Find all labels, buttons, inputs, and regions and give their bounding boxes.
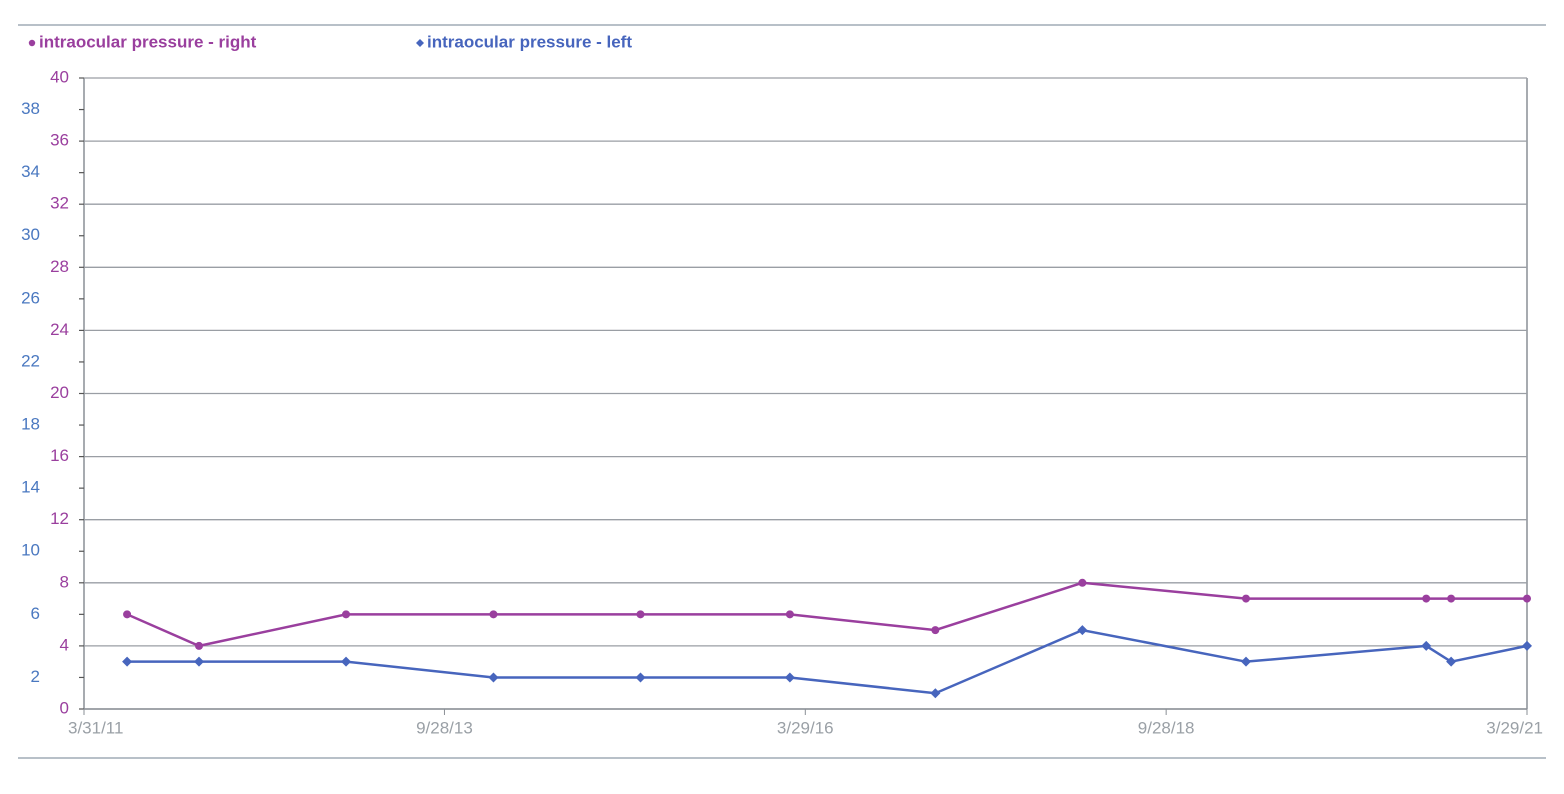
data-point bbox=[1240, 656, 1251, 667]
data-point bbox=[341, 656, 352, 667]
series-line bbox=[127, 628, 1528, 695]
legend-marker bbox=[28, 39, 36, 47]
data-point bbox=[635, 672, 646, 683]
data-point bbox=[1446, 656, 1457, 667]
y-tick-label: 2 bbox=[31, 667, 40, 686]
data-point bbox=[488, 672, 499, 683]
data-point bbox=[123, 610, 132, 619]
data-point bbox=[122, 656, 133, 667]
y-tick-label: 30 bbox=[21, 225, 40, 244]
y-tick-label: 40 bbox=[50, 67, 69, 86]
data-point bbox=[930, 688, 941, 699]
series-line bbox=[126, 581, 1527, 648]
y-tick-label: 6 bbox=[31, 604, 40, 623]
data-point bbox=[1241, 594, 1250, 603]
data-point bbox=[1421, 640, 1432, 651]
data-point bbox=[1422, 594, 1431, 603]
y-tick-label: 4 bbox=[60, 635, 69, 654]
data-point bbox=[784, 672, 795, 683]
y-tick-label: 16 bbox=[50, 446, 69, 465]
y-tick-label: 24 bbox=[50, 320, 69, 339]
legend-label: intraocular pressure - right bbox=[39, 32, 257, 51]
x-tick-label: 9/28/13 bbox=[416, 718, 473, 737]
y-tick-label: 18 bbox=[21, 415, 40, 434]
x-tick-label: 3/29/21 bbox=[1486, 718, 1543, 737]
y-tick-label: 14 bbox=[21, 478, 40, 497]
data-point bbox=[194, 656, 205, 667]
legend-marker bbox=[416, 39, 424, 47]
data-point bbox=[785, 610, 794, 619]
x-tick-label: 3/31/11 bbox=[68, 718, 123, 737]
legend-label: intraocular pressure - left bbox=[427, 32, 632, 51]
data-point bbox=[636, 610, 645, 619]
y-tick-label: 28 bbox=[50, 257, 69, 276]
x-tick-label: 9/28/18 bbox=[1138, 718, 1195, 737]
data-point bbox=[195, 641, 204, 650]
y-tick-label: 0 bbox=[60, 698, 69, 717]
y-tick-label: 26 bbox=[21, 288, 40, 307]
data-point bbox=[1522, 640, 1532, 651]
y-tick-label: 20 bbox=[50, 383, 69, 402]
y-tick-label: 32 bbox=[50, 194, 69, 213]
y-tick-label: 10 bbox=[21, 541, 40, 560]
y-tick-label: 36 bbox=[50, 131, 69, 150]
data-point bbox=[489, 610, 498, 619]
data-point bbox=[1078, 578, 1087, 587]
x-tick-label: 3/29/16 bbox=[777, 718, 834, 737]
data-point bbox=[931, 626, 940, 635]
data-point bbox=[1077, 625, 1088, 636]
y-tick-label: 22 bbox=[21, 351, 40, 370]
y-tick-label: 34 bbox=[21, 162, 40, 181]
data-point bbox=[1447, 594, 1456, 603]
data-point bbox=[1523, 594, 1531, 603]
y-tick-label: 8 bbox=[60, 572, 69, 591]
data-point bbox=[342, 610, 351, 619]
y-tick-label: 12 bbox=[50, 509, 69, 528]
y-tick-label: 38 bbox=[21, 99, 40, 118]
